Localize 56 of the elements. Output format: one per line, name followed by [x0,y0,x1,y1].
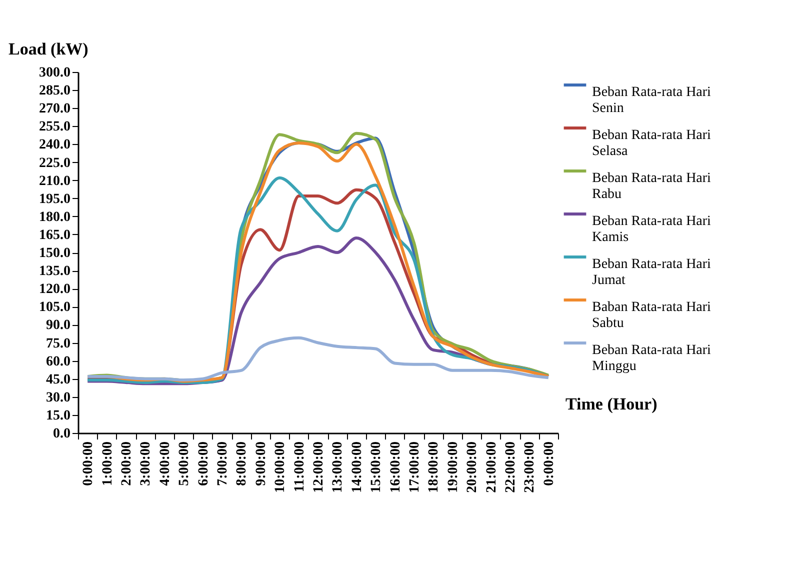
x-tick-label: 0:00:00 [542,442,557,486]
x-tick-label: 11:00:00 [292,442,308,492]
y-tick-label: 120.0 [39,282,70,298]
x-tick-label: 8:00:00 [234,442,250,486]
y-axis-title: Load (kW) [8,40,88,58]
x-tick-label: 9:00:00 [254,442,269,486]
x-tick-label: 2:00:00 [120,442,134,486]
x-tick-label: 13:00:00 [330,442,346,493]
y-tick-label: 180.0 [39,210,70,225]
y-tick-label: 255.0 [39,120,70,135]
y-tick-label: 30.0 [46,390,70,406]
x-tick-label: 21:00:00 [484,442,500,493]
x-tick-label: 18:00:00 [426,442,442,493]
y-tick-label: 240.0 [39,138,70,153]
y-tick-label: 225.0 [39,156,70,171]
legend-label: Beban Rata-rata Hari Minggu [592,343,712,374]
line-series [86,336,550,382]
x-tick-label: 12:00:00 [312,442,326,493]
x-tick-label: 15:00:00 [369,442,384,493]
x-tick-label: 17:00:00 [408,442,422,493]
y-tick-label: 45.0 [46,372,70,388]
x-tick-label: 0:00:00 [81,442,96,486]
legend-label: Baban Rata-rata Hari Sabtu [592,300,712,331]
x-tick-label: 6:00:00 [196,442,212,486]
x-tick-label: 16:00:00 [388,442,404,493]
y-tick-label: 15.0 [46,408,70,424]
x-tick-label: 4:00:00 [158,442,173,486]
x-tick-label: 10:00:00 [273,442,288,493]
y-tick-label: 105.0 [39,300,70,316]
y-tick-label: 195.0 [39,192,70,207]
x-tick-label: 7:00:00 [216,442,230,486]
legend-label: Beban Rata-rata Hari Selasa [592,128,712,159]
y-tick-label: 75.0 [46,336,70,352]
legend-label: Beban Rata-rata Hari Rabu [592,171,712,202]
y-tick-label: 300.0 [39,66,70,80]
y-tick-label: 60.0 [46,354,70,370]
x-tick-label: 23:00:00 [522,442,538,493]
y-tick-label: 285.0 [39,84,70,99]
x-tick-label: 22:00:00 [504,442,518,493]
x-tick-label: 5:00:00 [177,442,192,486]
y-tick-label: 210.0 [39,174,70,189]
x-tick-label: 3:00:00 [138,442,154,486]
x-tick-label: 1:00:00 [100,442,116,486]
y-tick-label: 135.0 [39,264,70,280]
x-tick-label: 14:00:00 [350,442,365,493]
y-tick-label: 0.0 [53,426,70,442]
x-tick-label: 20:00:00 [465,442,480,493]
x-tick-label: 19:00:00 [446,442,461,493]
y-tick-label: 150.0 [39,246,70,261]
x-axis-title: Time (Hour) [566,394,658,414]
y-tick-label: 90.0 [46,318,70,334]
legend-label: Beban Rata-rata Hari Jumat [592,257,712,288]
legend-label: Beban Rata-rata Hari Senin [592,85,712,116]
y-tick-label: 165.0 [39,228,70,243]
legend-label: Beban Rata-rata Hari Kamis [592,214,712,245]
y-tick-label: 270.0 [39,102,70,117]
